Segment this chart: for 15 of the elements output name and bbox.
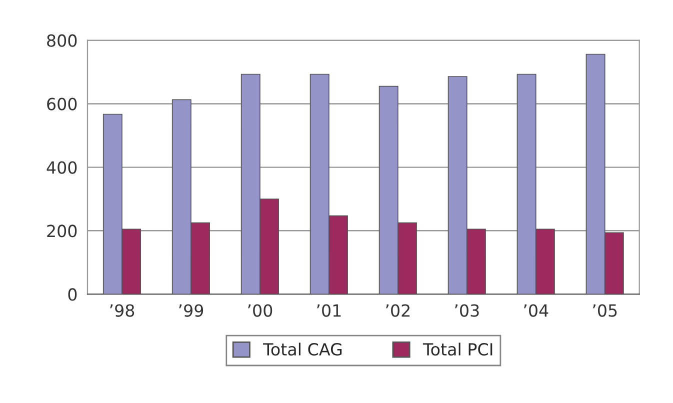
x-tick-label: ’02 <box>386 304 410 317</box>
y-tick-label: 0 <box>68 288 77 301</box>
x-tick-label: ’03 <box>455 304 479 317</box>
y-tick-label: 800 <box>47 34 77 47</box>
y-tick-label: 600 <box>47 98 77 110</box>
x-tick-label: ’98 <box>110 304 134 317</box>
y-tick-label: 200 <box>47 224 77 238</box>
x-tick-label: ’04 <box>524 304 548 317</box>
x-tick-label: ’01 <box>317 304 341 317</box>
x-tick-label: ’99 <box>179 304 204 317</box>
y-tick-label: 400 <box>46 161 77 174</box>
x-tick-label: ’05 <box>593 304 617 317</box>
x-tick-label: ’00 <box>248 304 272 317</box>
legend-label: Total CAG <box>263 342 342 356</box>
legend-label: Total PCI <box>422 342 492 356</box>
